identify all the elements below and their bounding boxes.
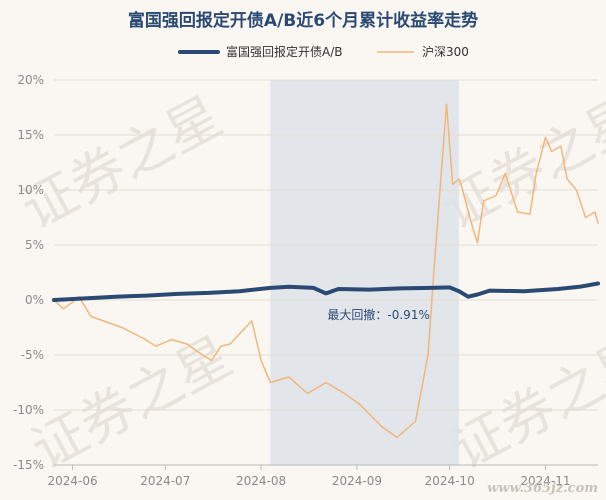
drawdown-region [270,80,459,465]
watermark-2: 证券之星 [22,324,242,481]
y-tick-label: 10% [17,183,44,197]
plot-area: -15% -10% -5% 0% 5% 10% 15% 20% 2024-06 2024-07 20… [13,73,600,488]
y-tick-label: -5% [21,348,44,362]
x-tick-label: 2024-06 [47,474,97,488]
y-tick-label: 5% [25,238,44,252]
drawdown-label: 最大回撤：-0.91% [327,307,429,322]
y-tick-label: 0% [25,293,44,307]
y-tick-label: -10% [13,403,44,417]
x-tick-label: 2024-07 [140,474,190,488]
site-watermark: www.365jz.com [487,481,598,496]
watermark-4: 证券之星 [442,324,606,481]
x-tick-label: 2024-09 [332,474,382,488]
series-line-fund [52,281,600,302]
legend-label-index: 沪深300 [422,45,469,59]
y-tick-label: 15% [17,128,44,142]
y-tick-label: -15% [13,458,44,472]
x-tick-label: 2024-08 [236,474,286,488]
legend-label-fund: 富国强回报定开债A/B [226,44,343,59]
series-line-index [53,103,599,439]
watermark-1: 证券之星 [12,84,232,241]
x-tick-label: 2024-11 [520,474,570,488]
y-tick-label: 20% [17,73,44,87]
x-tick-label: 2024-10 [425,474,475,488]
legend: 富国强回报定开债A/B 沪深300 [178,44,469,59]
chart-title: 富国强回报定开债A/B近6个月累计收益率走势 [128,10,478,31]
